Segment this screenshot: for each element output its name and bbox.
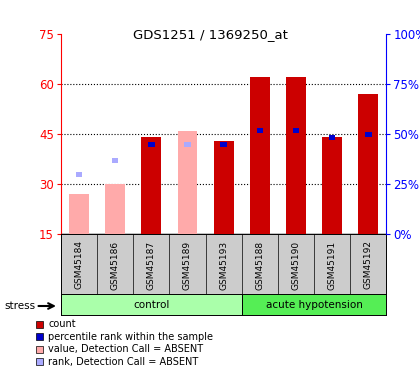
Text: GSM45188: GSM45188 [255, 240, 264, 290]
Text: control: control [133, 300, 170, 310]
Text: count: count [48, 320, 76, 329]
Bar [322, 137, 342, 234]
Bar [242, 294, 386, 315]
Bar [184, 142, 191, 147]
Bar [178, 131, 197, 234]
Text: GSM45192: GSM45192 [364, 240, 373, 290]
Text: acute hypotension: acute hypotension [265, 300, 362, 310]
Bar [220, 142, 227, 147]
Text: GSM45187: GSM45187 [147, 240, 156, 290]
Bar [257, 128, 263, 133]
Text: GSM45186: GSM45186 [110, 240, 120, 290]
Text: value, Detection Call = ABSENT: value, Detection Call = ABSENT [48, 344, 203, 354]
Bar [148, 142, 155, 147]
Bar [358, 94, 378, 234]
Bar [286, 77, 306, 234]
Bar [365, 132, 372, 136]
Bar [250, 77, 270, 234]
Text: GSM45189: GSM45189 [183, 240, 192, 290]
Bar [214, 141, 234, 234]
Text: rank, Detection Call = ABSENT: rank, Detection Call = ABSENT [48, 357, 199, 366]
Bar [69, 194, 89, 234]
Bar [293, 128, 299, 133]
Text: stress: stress [4, 302, 35, 311]
Bar [142, 137, 161, 234]
Bar [329, 135, 336, 140]
Text: GSM45190: GSM45190 [291, 240, 300, 290]
Bar [105, 184, 125, 234]
Bar [76, 172, 82, 177]
Text: GDS1251 / 1369250_at: GDS1251 / 1369250_at [133, 28, 287, 41]
Text: GSM45191: GSM45191 [328, 240, 337, 290]
Bar [61, 294, 242, 315]
Text: GSM45184: GSM45184 [74, 240, 84, 290]
Text: percentile rank within the sample: percentile rank within the sample [48, 332, 213, 342]
Bar [112, 158, 118, 164]
Text: GSM45193: GSM45193 [219, 240, 228, 290]
